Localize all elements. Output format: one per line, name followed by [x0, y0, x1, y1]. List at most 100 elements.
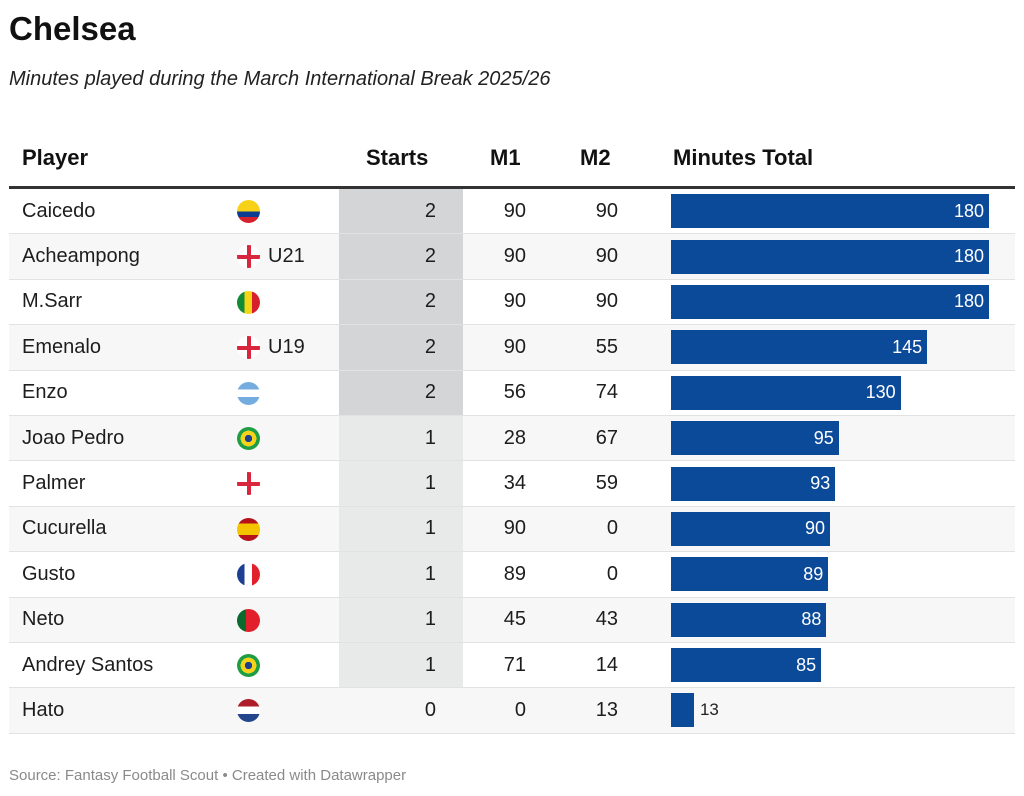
bar-value-label: 93: [810, 473, 831, 494]
minutes-total-cell: 145: [671, 325, 1015, 369]
player-name: Acheampong: [22, 245, 140, 268]
minutes-total-cell: 90: [671, 507, 1015, 551]
starts-cell: 1: [339, 461, 463, 506]
bar-value-label: 95: [813, 427, 834, 448]
age-group-label: U21: [268, 245, 305, 268]
starts-cell: 1: [339, 506, 463, 552]
m1-cell: 34: [503, 472, 526, 495]
chart-title: Chelsea: [9, 10, 136, 47]
player-name: Andrey Santos: [22, 653, 154, 676]
m1-cell: 28: [503, 426, 526, 449]
table-row: M.Sarr 2 90 90 180: [9, 279, 1015, 326]
bar-value-label: 145: [892, 336, 923, 357]
m2-cell: 13: [595, 698, 618, 721]
minutes-total-cell: 89: [671, 552, 1015, 596]
source-note: Source: Fantasy Football Scout • Created…: [9, 767, 407, 784]
m1-cell: 90: [503, 517, 526, 540]
player-name: Palmer: [22, 472, 86, 495]
minutes-total-cell: 93: [671, 461, 1015, 505]
player-name: Hato: [22, 698, 65, 721]
age-group-label: U19: [268, 335, 305, 358]
header-m2[interactable]: M2: [580, 145, 611, 170]
bar-value-label: 180: [953, 200, 984, 221]
bar-value-label: 13: [699, 700, 719, 720]
m2-cell: 90: [595, 245, 618, 268]
minutes-bar: 88: [671, 602, 827, 637]
table-row: Gusto 1 89 0 89: [9, 552, 1015, 598]
senegal-flag-icon: [237, 290, 260, 314]
argentina-flag-icon: [237, 381, 260, 405]
minutes-total-cell: 13: [671, 688, 1015, 732]
brazil-flag-icon: [237, 426, 260, 450]
minutes-total-cell: 180: [671, 280, 1015, 324]
starts-cell: 1: [339, 597, 463, 642]
table-row: Hato 0 0 13 13: [9, 688, 1015, 734]
bar-value-label: 130: [865, 382, 896, 403]
table-row: Emenalo U19 2 90 55 145: [9, 325, 1015, 371]
m2-cell: 59: [595, 472, 618, 495]
m2-cell: 14: [595, 653, 618, 676]
table-row: Palmer 1 34 59 93: [9, 461, 1015, 507]
m1-cell: 0: [514, 698, 526, 721]
player-name: Joao Pedro: [22, 426, 125, 449]
m2-cell: 43: [595, 608, 618, 631]
player-name: Neto: [22, 608, 65, 631]
minutes-bar: 145: [671, 330, 928, 365]
table-row: Neto 1 45 43 88: [9, 597, 1015, 643]
minutes-bar: 180: [671, 284, 989, 319]
header-player[interactable]: Player: [22, 145, 89, 170]
m1-cell: 71: [503, 653, 526, 676]
minutes-total-cell: 180: [671, 189, 1015, 233]
m2-cell: 55: [595, 335, 618, 358]
m1-cell: 56: [503, 381, 526, 404]
m2-cell: 74: [595, 381, 618, 404]
minutes-bar: 180: [671, 194, 989, 229]
player-name: Gusto: [22, 562, 76, 585]
table-row: Enzo 2 56 74 130: [9, 370, 1015, 416]
player-name: Caicedo: [22, 199, 96, 222]
bar-value-label: 85: [796, 654, 817, 675]
starts-cell: 2: [339, 234, 463, 279]
starts-cell: 2: [339, 189, 463, 234]
minutes-bar: [671, 693, 694, 728]
m2-cell: 67: [595, 426, 618, 449]
header-m1[interactable]: M1: [490, 145, 521, 170]
netherlands-flag-icon: [237, 699, 260, 723]
minutes-bar: 95: [671, 421, 839, 456]
starts-cell: 2: [339, 325, 463, 370]
starts-cell: 2: [339, 279, 463, 325]
starts-cell: 0: [424, 698, 436, 721]
minutes-bar: 93: [671, 466, 836, 501]
minutes-bar: 89: [671, 557, 829, 592]
chart-subtitle: Minutes played during the March Internat…: [9, 68, 551, 90]
m2-cell: 90: [595, 199, 618, 222]
minutes-table: Player Starts M1 M2 Minutes Total Caiced…: [9, 138, 1015, 734]
minutes-bar: 130: [671, 375, 901, 410]
bar-value-label: 180: [953, 246, 984, 267]
portugal-flag-icon: [237, 608, 260, 632]
player-name: Cucurella: [22, 517, 107, 540]
bar-value-label: 90: [804, 518, 825, 539]
m2-cell: 90: [595, 290, 618, 313]
player-name: Enzo: [22, 381, 68, 404]
table-header: Player Starts M1 M2 Minutes Total: [9, 138, 1015, 189]
minutes-total-cell: 180: [671, 234, 1015, 278]
m1-cell: 90: [503, 199, 526, 222]
m1-cell: 90: [503, 245, 526, 268]
spain-flag-icon: [237, 517, 260, 541]
england-flag-icon: [237, 336, 260, 360]
m1-cell: 90: [503, 290, 526, 313]
minutes-bar: 90: [671, 511, 830, 546]
bar-value-label: 88: [801, 609, 822, 630]
minutes-total-cell: 85: [671, 643, 1015, 687]
header-minutes-total[interactable]: Minutes Total: [673, 145, 814, 170]
table-row: Cucurella 1 90 0 90: [9, 506, 1015, 553]
table-row: Acheampong U21 2 90 90 180: [9, 234, 1015, 280]
player-name: Emenalo: [22, 335, 101, 358]
starts-cell: 1: [339, 415, 463, 461]
header-starts[interactable]: Starts: [366, 145, 429, 170]
brazil-flag-icon: [237, 653, 260, 677]
player-name: M.Sarr: [22, 290, 82, 313]
table-row: Andrey Santos 1 71 14 85: [9, 642, 1015, 689]
starts-cell: 2: [339, 370, 463, 415]
